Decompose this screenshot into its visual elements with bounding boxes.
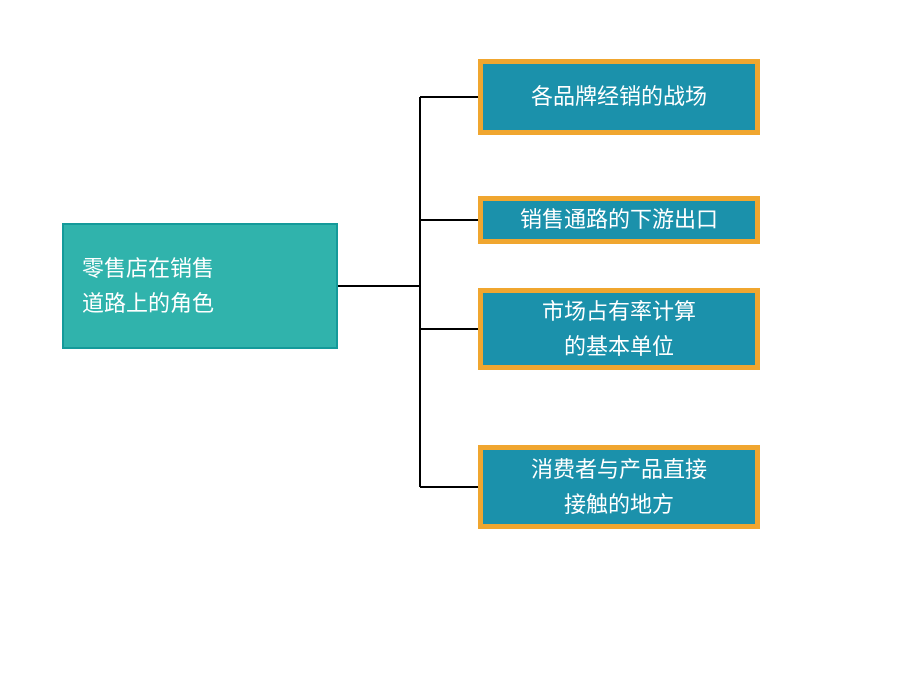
child-node: 消费者与产品直接 接触的地方 [478,445,760,529]
child-node-label: 销售通路的下游出口 [520,202,718,237]
child-node-label: 消费者与产品直接 接触的地方 [531,452,707,522]
child-node: 各品牌经销的战场 [478,59,760,135]
root-node: 零售店在销售 道路上的角色 [62,223,338,349]
child-node-label: 各品牌经销的战场 [531,79,707,114]
child-node-label: 市场占有率计算 的基本单位 [542,294,696,364]
root-node-label: 零售店在销售 道路上的角色 [82,251,214,321]
child-node: 销售通路的下游出口 [478,196,760,244]
child-node: 市场占有率计算 的基本单位 [478,288,760,370]
